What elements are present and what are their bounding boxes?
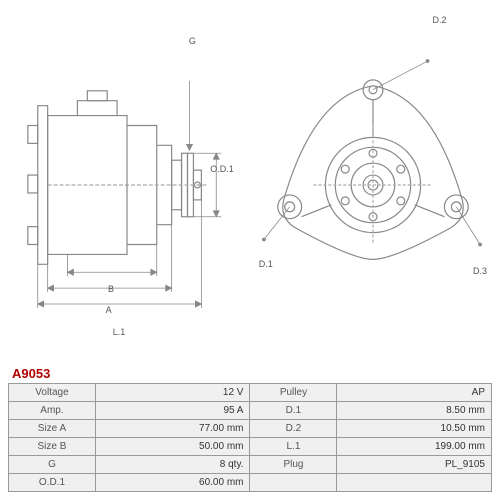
- spec-label: Size B: [9, 438, 96, 456]
- front-view-svg: [254, 8, 492, 362]
- table-row: Size B 50.00 mm L.1 199.00 mm: [9, 438, 492, 456]
- spec-value: 10.50 mm: [337, 420, 492, 438]
- spec-label: Voltage: [9, 384, 96, 402]
- spec-value: [337, 474, 492, 492]
- spec-label: G: [9, 456, 96, 474]
- spec-value: 8.50 mm: [337, 402, 492, 420]
- spec-label: [250, 474, 337, 492]
- label-g: G: [189, 36, 196, 46]
- spec-label: Pulley: [250, 384, 337, 402]
- table-row: G 8 qty. Plug PL_9105: [9, 456, 492, 474]
- side-view-svg: [8, 8, 246, 362]
- table-row: Size A 77.00 mm D.2 10.50 mm: [9, 420, 492, 438]
- side-view-diagram: G O.D.1 B A L.1: [8, 8, 246, 362]
- spec-value: PL_9105: [337, 456, 492, 474]
- spec-value: 12 V: [95, 384, 250, 402]
- label-d2: D.2: [433, 15, 447, 25]
- spec-value: 95 A: [95, 402, 250, 420]
- label-d1: D.1: [259, 259, 273, 269]
- spec-value: 50.00 mm: [95, 438, 250, 456]
- label-a: A: [106, 305, 112, 315]
- diagram-area: G O.D.1 B A L.1: [8, 8, 492, 362]
- table-row: Amp. 95 A D.1 8.50 mm: [9, 402, 492, 420]
- label-d3: D.3: [473, 266, 487, 276]
- label-od1: O.D.1: [210, 164, 234, 174]
- spec-label: Size A: [9, 420, 96, 438]
- spec-table-body: Voltage 12 V Pulley AP Amp. 95 A D.1 8.5…: [9, 384, 492, 492]
- spec-sheet: G O.D.1 B A L.1: [0, 0, 500, 500]
- label-b: B: [108, 284, 114, 294]
- spec-label: D.1: [250, 402, 337, 420]
- spec-label: D.2: [250, 420, 337, 438]
- part-code: A9053: [12, 366, 492, 381]
- spec-table: Voltage 12 V Pulley AP Amp. 95 A D.1 8.5…: [8, 383, 492, 492]
- spec-value: 77.00 mm: [95, 420, 250, 438]
- spec-value: 8 qty.: [95, 456, 250, 474]
- spec-label: Amp.: [9, 402, 96, 420]
- label-l1: L.1: [113, 327, 126, 337]
- spec-value: 199.00 mm: [337, 438, 492, 456]
- spec-label: Plug: [250, 456, 337, 474]
- table-row: O.D.1 60.00 mm: [9, 474, 492, 492]
- spec-value: AP: [337, 384, 492, 402]
- table-row: Voltage 12 V Pulley AP: [9, 384, 492, 402]
- spec-label: L.1: [250, 438, 337, 456]
- spec-label: O.D.1: [9, 474, 96, 492]
- front-view-diagram: D.1 D.2 D.3: [254, 8, 492, 362]
- spec-value: 60.00 mm: [95, 474, 250, 492]
